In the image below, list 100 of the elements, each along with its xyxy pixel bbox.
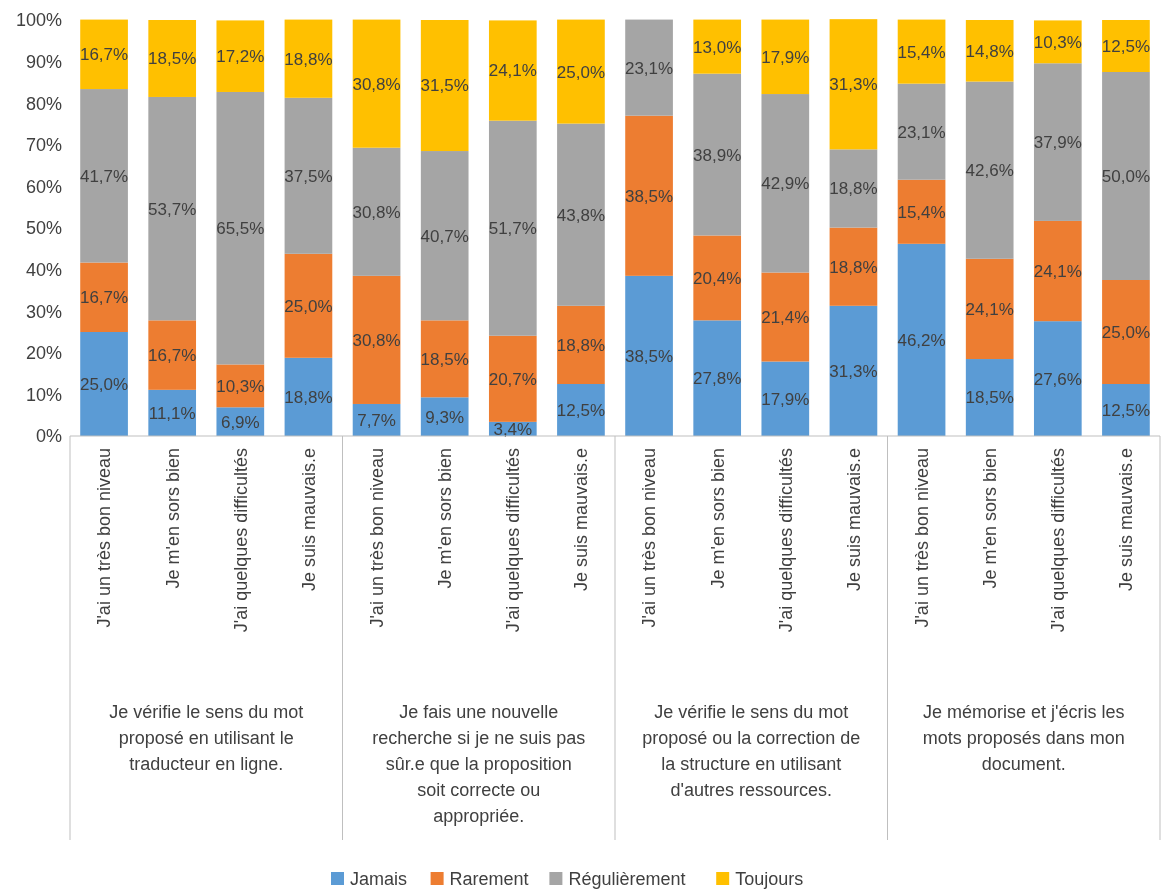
data-label: 37,5% [284, 166, 333, 186]
data-label: 15,4% [897, 202, 946, 222]
data-label: 6,9% [220, 412, 260, 432]
data-label: 37,9% [1033, 133, 1082, 153]
x-tick-label: J'ai un très bon niveau [366, 448, 387, 628]
data-label: 25,0% [556, 62, 606, 82]
x-tick-label: J'ai un très bon niveau [911, 448, 932, 628]
bar [284, 97, 333, 254]
legend-label: Régulièrement [568, 869, 686, 890]
bar [557, 123, 605, 306]
x-tick-label: J'ai quelques difficultés [503, 448, 524, 633]
bar [557, 19, 605, 124]
text: Je mémorise et j'écris les mots proposés dans mon document. [922, 702, 1125, 774]
bar [625, 115, 673, 276]
data-label: 38,5% [624, 346, 674, 366]
y-tick-label: 90% [25, 51, 62, 72]
data-label: 10,3% [216, 376, 265, 396]
data-label: 18,8% [284, 387, 333, 407]
bar [693, 320, 742, 436]
data-label: 18,5% [420, 349, 469, 369]
bar [352, 147, 401, 276]
y-tick-label: 80% [25, 93, 62, 114]
data-label: 17,9% [761, 389, 810, 409]
data-label: 16,7% [79, 288, 129, 308]
data-label: 30,8% [352, 330, 401, 350]
data-label: 12,5% [1101, 400, 1151, 420]
data-label: 20,7% [488, 369, 537, 389]
legend-label: Toujours [735, 869, 804, 890]
data-label: 53,7% [148, 199, 197, 219]
data-label: 11,1% [148, 403, 196, 423]
x-tick-label: Je suis mauvais.e [571, 448, 592, 592]
bar [148, 320, 197, 390]
data-label: 12,5% [1101, 36, 1151, 56]
data-label: 25,0% [79, 374, 129, 394]
legend-label: Rarement [449, 869, 529, 890]
x-tick-label: Je m'en sors bien [979, 448, 1000, 589]
bar [965, 359, 1014, 436]
data-label: 21,4% [761, 307, 810, 327]
bar [1033, 220, 1082, 322]
y-tick-label: 10% [25, 384, 62, 405]
x-tick-label: J'ai quelques difficultés [1048, 448, 1069, 633]
bar [761, 361, 810, 436]
data-label: 65,5% [216, 219, 265, 239]
x-tick-label: Je suis mauvais.e [843, 448, 864, 592]
x-tick-label: J'ai un très bon niveau [639, 448, 660, 628]
bar [625, 275, 673, 436]
x-tick-label: J'ai un très bon niveau [94, 448, 115, 628]
bar [352, 19, 401, 148]
y-tick-label: 20% [25, 343, 62, 364]
data-label: 3,4% [493, 419, 533, 439]
data-label: 18,8% [829, 179, 878, 199]
legend-label: Jamais [350, 869, 408, 890]
y-tick-label: 60% [25, 176, 62, 197]
bar [488, 335, 537, 422]
bar [761, 19, 810, 95]
bar [557, 305, 605, 384]
bar [829, 149, 878, 228]
y-tick-label: 40% [25, 259, 62, 280]
bar [965, 81, 1014, 259]
x-tick-label: J'ai quelques difficultés [230, 448, 251, 633]
bar [216, 20, 265, 92]
bar [1033, 63, 1082, 221]
y-tick-label: 0% [35, 426, 62, 447]
bar [488, 120, 537, 336]
data-label: 27,6% [1033, 369, 1082, 389]
bar [420, 20, 469, 152]
data-label: 23,1% [624, 58, 674, 78]
data-label: 25,0% [1101, 322, 1151, 342]
data-label: 16,7% [148, 346, 197, 366]
data-label: 43,8% [556, 205, 606, 225]
data-label: 42,9% [761, 174, 810, 194]
y-tick-label: 50% [25, 218, 62, 239]
data-label: 17,2% [216, 47, 265, 67]
bar [420, 320, 469, 398]
data-label: 10,3% [1033, 32, 1082, 52]
data-label: 51,7% [488, 219, 537, 239]
bar [488, 20, 537, 121]
bar [216, 91, 265, 365]
data-label: 38,9% [693, 145, 742, 165]
text: Je fais une nouvelle recherche si je ne suis pas sûr.e que la proposition soit correcte ou appropriée. [372, 702, 586, 826]
data-label: 42,6% [965, 161, 1014, 181]
data-label: 9,3% [425, 407, 465, 427]
data-label: 20,4% [693, 268, 742, 288]
bar [420, 151, 469, 321]
data-label: 17,9% [761, 47, 810, 67]
data-label: 13,0% [693, 37, 742, 57]
bar [80, 89, 128, 263]
y-tick-label: 30% [25, 301, 62, 322]
bar [284, 253, 333, 358]
data-label: 16,7% [79, 45, 129, 65]
data-label: 18,5% [148, 49, 197, 69]
data-label: 27,8% [693, 369, 742, 389]
bar [625, 19, 673, 116]
y-tick-label: 100% [15, 10, 62, 31]
x-tick-label: Je suis mauvais.e [1116, 448, 1137, 592]
data-label: 24,1% [1033, 262, 1082, 282]
data-label: 38,5% [624, 186, 674, 206]
data-label: 18,8% [284, 49, 333, 69]
bar [693, 73, 742, 236]
text: Je vérifie le sens du mot proposé en utilisant le traducteur en ligne. [109, 702, 304, 774]
